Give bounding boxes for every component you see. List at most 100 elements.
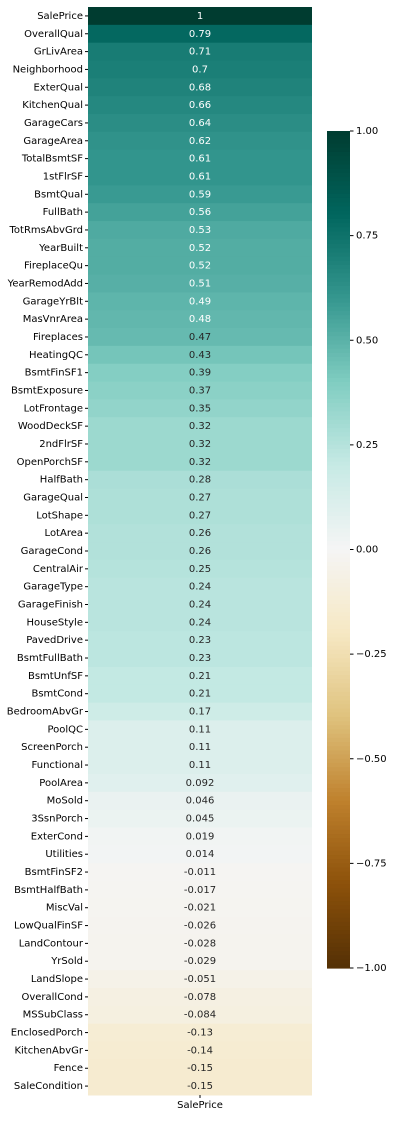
colorbar-segment — [327, 595, 350, 601]
colorbar-segment — [327, 185, 350, 191]
cell-label: -0.051 — [184, 974, 216, 985]
colorbar-segment — [327, 683, 350, 689]
y-tick-label: 3SsnPorch — [31, 814, 83, 825]
cell-label: -0.15 — [187, 1063, 213, 1074]
colorbar-segment — [327, 545, 350, 551]
y-tick-label: KitchenAbvGr — [14, 1045, 83, 1056]
colorbar-segment — [327, 281, 350, 287]
colorbar-segment — [327, 603, 350, 609]
cell — [88, 595, 312, 614]
cell-label: 0.49 — [189, 296, 211, 307]
colorbar-segment — [327, 319, 350, 325]
cell-label: -0.029 — [184, 956, 216, 967]
cell — [88, 916, 312, 935]
cell — [88, 24, 312, 44]
cell-label: 0.79 — [189, 29, 211, 40]
colorbar-segment — [327, 256, 350, 262]
cell — [88, 203, 312, 222]
cell — [88, 898, 312, 918]
y-tick-label: KitchenQual — [22, 100, 83, 111]
colorbar-segment — [327, 796, 350, 802]
colorbar-segment — [327, 825, 350, 831]
colorbar-tick-label: 0.75 — [356, 231, 378, 242]
y-tick-label: BsmtFinSF2 — [25, 867, 83, 878]
colorbar-segment — [327, 160, 350, 166]
colorbar-segment — [327, 926, 350, 931]
colorbar-segment — [327, 821, 350, 827]
y-tick-label: SalePrice — [37, 11, 83, 22]
cell — [88, 292, 312, 311]
y-tick-label: MoSold — [47, 796, 83, 807]
colorbar-segment — [327, 754, 350, 760]
colorbar-segment — [327, 901, 350, 906]
cell-label: 0.61 — [189, 171, 211, 182]
colorbar-segment — [327, 654, 350, 659]
cell — [88, 238, 312, 258]
cell — [88, 256, 312, 276]
y-tick-label: HouseStyle — [27, 617, 83, 628]
colorbar-segment — [327, 453, 350, 459]
colorbar-segment — [327, 666, 350, 672]
colorbar-segment — [327, 687, 350, 693]
cell-label: 0.092 — [186, 778, 215, 789]
colorbar-segment — [327, 361, 350, 366]
colorbar-tick-label: −0.50 — [356, 754, 387, 765]
colorbar-segment — [327, 457, 350, 463]
cell-label: 0.71 — [189, 47, 211, 58]
colorbar-segment — [327, 340, 350, 346]
colorbar-segment — [327, 779, 350, 785]
y-tick-label: YrSold — [50, 956, 83, 967]
y-tick-label: BsmtUnfSF — [28, 671, 83, 682]
colorbar-segment — [327, 290, 350, 295]
y-tick-label: MasVnrArea — [23, 314, 83, 325]
cell-label: 0.43 — [189, 350, 211, 361]
cell — [88, 970, 312, 989]
cell-label: 0.26 — [189, 528, 211, 539]
colorbar-segment — [327, 478, 350, 484]
y-tick-label: Utilities — [45, 849, 83, 860]
colorbar-segment — [327, 168, 350, 174]
colorbar-segment — [327, 260, 350, 266]
cell-label: 0.045 — [186, 814, 215, 825]
cell-label: 0.27 — [189, 492, 211, 503]
colorbar-segment — [327, 214, 350, 220]
colorbar-segment — [327, 624, 350, 630]
cell-label: 0.52 — [189, 243, 211, 254]
cell-label: 0.11 — [189, 724, 211, 735]
cell-label: 0.32 — [189, 457, 211, 468]
colorbar-segment — [327, 461, 350, 467]
colorbar-segment — [327, 227, 350, 233]
colorbar-segment — [327, 394, 350, 400]
cell — [88, 649, 312, 668]
colorbar-segment — [327, 156, 350, 161]
cell-label: -0.011 — [184, 867, 216, 878]
colorbar-segment — [327, 411, 350, 417]
colorbar-segment — [327, 398, 350, 404]
cell — [88, 1077, 312, 1096]
y-tick-label: HalfBath — [40, 475, 83, 486]
colorbar-segment — [327, 578, 350, 584]
colorbar-segment — [327, 884, 350, 890]
colorbar-segment — [327, 930, 350, 936]
cell-label: 0.7 — [192, 64, 208, 75]
colorbar-segment — [327, 574, 350, 580]
y-tick-label: BsmtCond — [31, 689, 83, 700]
y-tick-label: GarageQual — [23, 492, 83, 503]
cell-label: 0.35 — [189, 403, 211, 414]
colorbar-segment — [327, 273, 350, 279]
cell-label: -0.078 — [184, 992, 216, 1003]
colorbar-segment — [327, 775, 350, 781]
colorbar-segment — [327, 294, 350, 299]
colorbar-segment — [327, 310, 350, 316]
y-tick-label: FireplaceQu — [24, 261, 83, 272]
colorbar-segment — [327, 612, 350, 618]
y-tick-label: BedroomAbvGr — [7, 707, 84, 718]
cell — [88, 952, 312, 971]
colorbar-segment — [327, 712, 350, 718]
colorbar-segment — [327, 800, 350, 806]
y-tick-label: GarageCond — [21, 546, 83, 557]
y-tick-label: BsmtFullBath — [17, 653, 83, 664]
cell-label: 0.24 — [189, 617, 211, 628]
y-tick-label: GarageType — [23, 582, 83, 593]
colorbar-segment — [327, 344, 350, 350]
